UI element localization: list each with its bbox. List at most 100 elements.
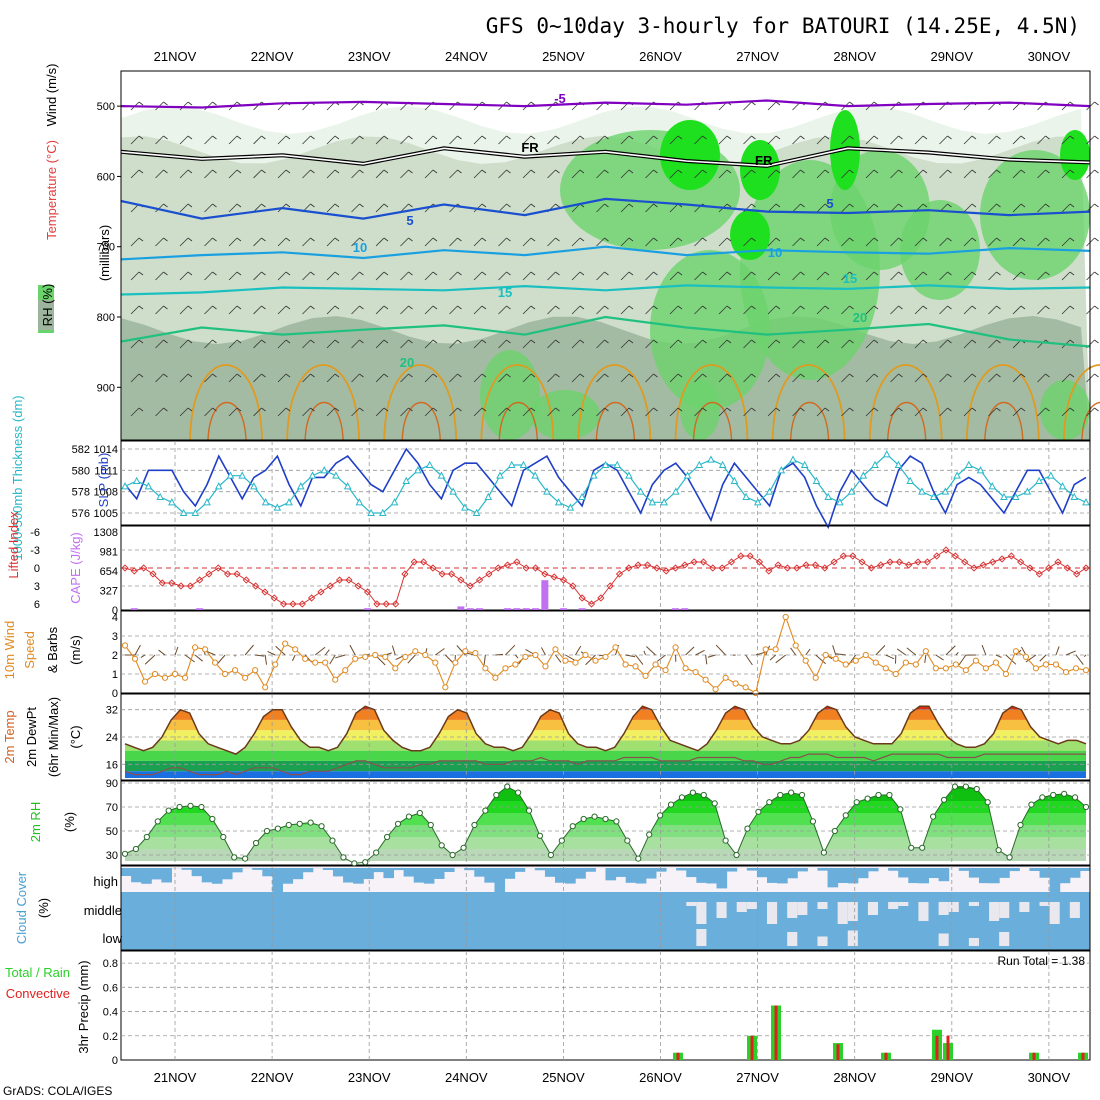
cloud-low-gap bbox=[787, 932, 798, 946]
lifted-index-point bbox=[718, 564, 726, 572]
contour-label: 20 bbox=[400, 355, 414, 370]
rh-tick-label: 50 bbox=[106, 826, 118, 838]
lifted-index-point bbox=[811, 561, 820, 569]
wind-barb bbox=[767, 373, 777, 383]
wind-barb-flag bbox=[653, 305, 658, 310]
wind-barb-flag bbox=[775, 305, 781, 310]
wind10m-speed-point bbox=[692, 669, 699, 676]
wind-barb bbox=[449, 135, 458, 145]
wind-barb bbox=[204, 407, 213, 417]
thickness-point bbox=[625, 471, 633, 479]
wind-barb-flag bbox=[579, 135, 585, 140]
wind-barb-flag bbox=[1045, 407, 1050, 412]
lifted-index-point bbox=[746, 552, 754, 560]
rh-band bbox=[125, 837, 1086, 849]
wind-barb-flag bbox=[163, 203, 168, 208]
wind10m-barb bbox=[140, 654, 146, 658]
cloud-high-bar bbox=[615, 868, 627, 877]
wind10m-speed-point bbox=[422, 651, 429, 659]
wind-barb bbox=[277, 339, 287, 349]
lifted-index-point bbox=[541, 570, 549, 578]
rh2m-point bbox=[274, 825, 281, 832]
thickness-point bbox=[355, 498, 364, 506]
wind-barb bbox=[914, 407, 924, 417]
lifted-index-point bbox=[802, 561, 810, 569]
cloud-high-bar bbox=[191, 868, 203, 877]
rh2m-point bbox=[493, 791, 500, 799]
wind-barb bbox=[890, 271, 899, 281]
lifted-index-point bbox=[205, 570, 213, 578]
wind-barb-flag bbox=[653, 373, 658, 378]
wind10m-barb bbox=[643, 650, 647, 656]
wind-barb-flag bbox=[824, 339, 830, 344]
wind-barb-flag bbox=[261, 271, 266, 276]
cloud-high-bar bbox=[534, 868, 546, 871]
precip-panel: 0 0.2 0.4 0.6 0.8 Run Total = 1.38 3hr Precip … bbox=[5, 950, 1091, 1067]
wind-barb bbox=[1061, 169, 1071, 179]
rh2m-point bbox=[242, 855, 249, 862]
wind-barb bbox=[596, 305, 605, 315]
wind10m-speed-point bbox=[872, 659, 879, 666]
lifted-index-point bbox=[130, 567, 138, 575]
cloud-axis-unit: (%) bbox=[36, 898, 51, 918]
cloud-mid-gap bbox=[736, 902, 747, 912]
rh2m-point bbox=[198, 803, 205, 811]
thickness-point bbox=[179, 508, 188, 516]
wind-barb bbox=[253, 135, 262, 145]
rh-band bbox=[125, 786, 1086, 789]
wind-barb-flag bbox=[138, 407, 144, 412]
wind-barb-flag bbox=[555, 373, 560, 378]
wind-barb-flag bbox=[849, 407, 854, 412]
wind-barb bbox=[302, 407, 311, 417]
rh2m-point bbox=[351, 860, 358, 867]
wind-barb-flag bbox=[628, 135, 634, 140]
wind10m-speed-point bbox=[1052, 661, 1060, 668]
wind-barb bbox=[571, 135, 581, 145]
wind10m-speed-point bbox=[181, 674, 189, 681]
wind-barb bbox=[302, 135, 311, 145]
wind-barb-flag bbox=[555, 339, 560, 344]
bottom-date-label: 22NOV bbox=[251, 1070, 294, 1085]
wind-barb bbox=[498, 203, 507, 213]
cloud-mid-gap bbox=[817, 902, 828, 909]
cloud-high-bar bbox=[635, 868, 647, 884]
wind-barb-flag bbox=[677, 237, 683, 242]
wind10m-speed-point bbox=[672, 644, 679, 651]
wind10m-speed-point bbox=[782, 613, 789, 621]
wind-barb bbox=[547, 237, 556, 247]
wind10m-barb bbox=[505, 644, 516, 656]
wind10m-speed-point bbox=[342, 667, 349, 674]
wind-barb bbox=[645, 271, 654, 281]
wind-barb-flag bbox=[971, 339, 977, 344]
lifted-index-point bbox=[886, 558, 894, 566]
slp-tick-label: 1011 bbox=[94, 465, 118, 477]
wind-barb-flag bbox=[996, 339, 1001, 344]
wind-barb bbox=[253, 237, 262, 247]
chart-title: GFS 0~10day 3-hourly for BATOURI (14.25E… bbox=[486, 14, 1080, 38]
rh2m-point bbox=[809, 818, 817, 825]
lifted-index-point bbox=[485, 570, 493, 578]
wind10m-speed-point bbox=[802, 657, 809, 664]
wind-barb-flag bbox=[579, 339, 585, 344]
wind-barb bbox=[424, 373, 434, 383]
wind-barb bbox=[400, 271, 409, 281]
wind10m-speed-point bbox=[642, 672, 649, 680]
lifted-index-point bbox=[475, 576, 484, 584]
wind-barb-flag bbox=[800, 407, 805, 412]
wind-barb bbox=[1037, 407, 1046, 417]
wind-barb bbox=[865, 169, 875, 179]
wind-barb bbox=[498, 373, 507, 383]
wind-barb bbox=[718, 135, 728, 145]
lifted-index-point bbox=[335, 576, 344, 584]
cloud-high-bar bbox=[1079, 868, 1091, 871]
thickness-point bbox=[859, 471, 868, 479]
wind-barb bbox=[743, 373, 752, 383]
wind-barb bbox=[179, 407, 189, 417]
rh-tick-label: 30 bbox=[106, 850, 118, 862]
wind-barb bbox=[498, 339, 507, 349]
wind10m-barb bbox=[540, 647, 546, 656]
wind-barb-flag bbox=[702, 169, 707, 174]
wind-barb-flag bbox=[653, 271, 658, 276]
wind-barb bbox=[963, 169, 973, 179]
precip-conv-bar bbox=[1032, 1052, 1036, 1060]
